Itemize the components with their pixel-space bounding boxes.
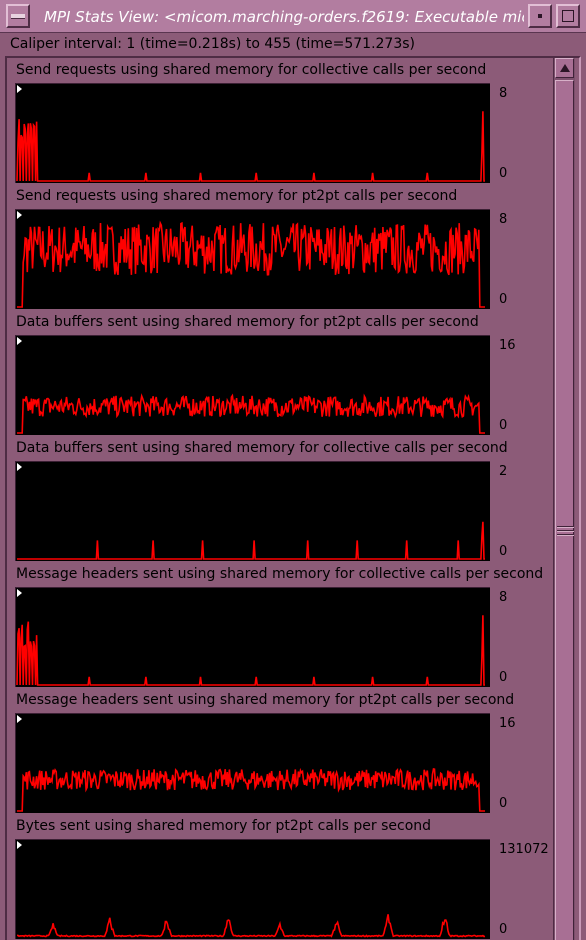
chart-title: Message headers sent using shared memory…: [16, 692, 515, 708]
trace-svg: [16, 111, 485, 182]
chart-plot: [15, 83, 490, 183]
chart-plot: [15, 839, 490, 939]
y-axis-max-label: 8: [499, 590, 508, 605]
plot-marker-icon: [17, 463, 22, 471]
trace-svg: [17, 914, 486, 938]
series-line: [16, 615, 485, 686]
plot-marker-icon: [17, 337, 22, 345]
plot-marker-icon: [17, 211, 22, 219]
vertical-scrollbar[interactable]: [553, 58, 575, 940]
y-axis-min-label: 0: [499, 796, 508, 811]
plot-marker-icon: [17, 85, 22, 93]
charts-panel: [5, 56, 581, 940]
chart-plot: [15, 461, 490, 561]
trace-svg: [16, 615, 485, 686]
chart-plot: [15, 209, 490, 309]
maximize-icon[interactable]: [556, 4, 580, 28]
y-axis-min-label: 0: [499, 544, 508, 559]
y-axis-min-label: 0: [499, 418, 508, 433]
chart-plot: [15, 713, 490, 813]
series-line: [17, 767, 485, 812]
y-axis-max-label: 16: [499, 716, 516, 731]
window-menu-icon[interactable]: [6, 4, 30, 28]
y-axis-min-label: 0: [499, 292, 508, 307]
plot-marker-icon: [17, 715, 22, 723]
window-title: MPI Stats View: <micom.marching-orders.f…: [44, 8, 524, 26]
chart-plot: [15, 587, 490, 687]
chart-title: Send requests using shared memory for pt…: [16, 188, 458, 204]
plot-marker-icon: [17, 589, 22, 597]
y-axis-max-label: 8: [499, 86, 508, 101]
y-axis-max-label: 2: [499, 464, 508, 479]
trace-svg: [17, 767, 485, 812]
plot-marker-icon: [17, 841, 22, 849]
y-axis-min-label: 0: [499, 670, 508, 685]
chart-title: Data buffers sent using shared memory fo…: [16, 314, 479, 330]
series-line: [17, 393, 485, 434]
y-axis-max-label: 131072: [499, 842, 549, 857]
chart-title: Send requests using shared memory for co…: [16, 62, 487, 78]
scroll-grip-icon: [557, 526, 574, 536]
caliper-interval-label: Caliper interval: 1 (time=0.218s) to 455…: [10, 36, 415, 52]
y-axis-min-label: 0: [499, 166, 508, 181]
chart-title: Data buffers sent using shared memory fo…: [16, 440, 508, 456]
y-axis-max-label: 16: [499, 338, 516, 353]
trace-svg: [17, 393, 485, 434]
chart-title: Bytes sent using shared memory for pt2pt…: [16, 818, 432, 834]
minimize-icon[interactable]: [528, 4, 552, 28]
scroll-thumb[interactable]: [555, 80, 574, 940]
scroll-up-arrow-icon[interactable]: [555, 58, 574, 78]
title-bar[interactable]: MPI Stats View: <micom.marching-orders.f…: [0, 0, 586, 33]
chart-title: Message headers sent using shared memory…: [16, 566, 544, 582]
series-line: [17, 220, 485, 308]
series-line: [16, 111, 485, 182]
series-line: [17, 521, 485, 560]
trace-svg: [17, 521, 485, 560]
y-axis-max-label: 8: [499, 212, 508, 227]
trace-svg: [17, 220, 485, 308]
y-axis-min-label: 0: [499, 922, 508, 937]
chart-plot: [15, 335, 490, 435]
series-line: [17, 914, 486, 938]
